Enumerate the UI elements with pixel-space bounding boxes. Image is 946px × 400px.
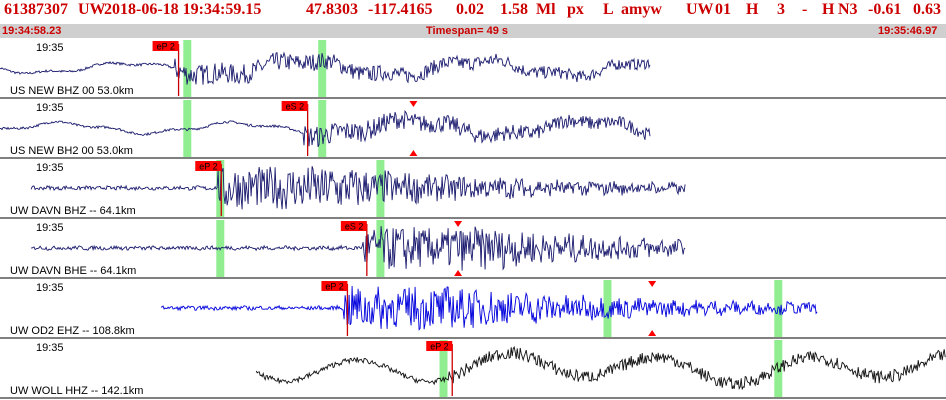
phase-window-band <box>318 100 327 157</box>
trace-row-0[interactable]: eP 2 19:35 US NEW BHZ 00 53.0km <box>0 40 946 99</box>
field-1: H <box>746 1 759 18</box>
waveform-trace <box>0 51 651 85</box>
source: UW <box>686 1 714 18</box>
type-code: px <box>567 1 584 18</box>
amplitude-marker-bottom <box>648 330 657 336</box>
field-2: 3 <box>777 1 785 18</box>
phase-window-band <box>183 100 192 157</box>
phase-window-band <box>774 340 783 397</box>
trace-channel-label: UW DAVN BHZ -- 64.1km <box>10 205 136 217</box>
trace-channel-label: US NEW BH2 00 53.0km <box>10 145 133 157</box>
phase-pick-label: eS 2 <box>286 102 305 112</box>
waveform-trace <box>0 109 651 147</box>
phase-pick-flag[interactable] <box>426 341 453 351</box>
latitude: 47.8303 <box>306 1 358 18</box>
trace-time-label: 19:35 <box>36 162 64 174</box>
version: 01 <box>715 1 731 18</box>
seismogram-panel[interactable]: eP 2 19:35 US NEW BHZ 00 53.0km eS 2 19:35 US… <box>0 38 946 400</box>
origin-datetime: 2018-06-18 19:34:59.15 <box>104 1 262 18</box>
waveform-trace <box>31 226 686 271</box>
trace-time-label: 19:35 <box>36 42 64 54</box>
start-time: 19:34:58.23 <box>2 25 62 37</box>
trace-time-label: 19:35 <box>36 222 64 234</box>
longitude: -117.4165 <box>368 1 433 18</box>
phase-pick-flag[interactable] <box>195 161 222 171</box>
phase-window-band <box>603 280 612 337</box>
trace-row-1[interactable]: eS 2 19:35 US NEW BH2 00 53.0km <box>0 100 946 159</box>
phase-window-band <box>376 160 385 217</box>
phase-pick-label: eP 2 <box>325 282 343 292</box>
author: amyw <box>621 1 662 18</box>
waveform-trace <box>30 166 686 210</box>
phase-pick-label: eP 2 <box>157 42 175 52</box>
phase-pick-label: eP 2 <box>199 162 217 172</box>
field-4: H <box>822 1 835 18</box>
trace-time-label: 19:35 <box>36 282 64 294</box>
trace-channel-label: UW WOLL HHZ -- 142.1km <box>10 385 143 397</box>
field-5: N3 <box>838 1 858 18</box>
amplitude-marker-top <box>648 281 657 287</box>
field-6: -0.61 <box>868 1 902 18</box>
trace-row-5[interactable]: eP 2 19:35 UW WOLL HHZ -- 142.1km <box>0 340 946 399</box>
phase-window-band <box>376 220 385 277</box>
phase-pick-flag[interactable] <box>340 221 367 231</box>
trace-channel-label: UW OD2 EHZ -- 108.8km <box>10 325 135 337</box>
amplitude-marker-top <box>409 101 418 107</box>
depth: 0.02 <box>456 1 484 18</box>
waveform-trace <box>255 345 946 390</box>
event-id: 61387307 <box>4 1 68 18</box>
waveform-trace <box>160 285 818 331</box>
phase-pick-flag[interactable] <box>321 281 348 291</box>
end-time: 19:35:46.97 <box>878 25 938 37</box>
field-7: 0.63 <box>913 1 941 18</box>
time-range-bar: 19:34:58.23 Timespan= 49 s 19:35:46.97 <box>0 24 946 38</box>
phase-window-band <box>439 340 448 397</box>
phase-pick-label: eP 2 <box>430 342 448 352</box>
trace-row-2[interactable]: eP 2 19:35 UW DAVN BHZ -- 64.1km <box>0 160 946 219</box>
trace-row-3[interactable]: eS 2 19:35 UW DAVN BHE -- 64.1km <box>0 220 946 279</box>
amplitude-marker-bottom <box>454 270 463 276</box>
location-code: L <box>603 1 614 18</box>
phase-pick-label: eS 2 <box>345 222 364 232</box>
trace-time-label: 19:35 <box>36 342 64 354</box>
phase-window-band <box>318 40 327 97</box>
phase-pick-flag[interactable] <box>281 101 308 111</box>
phase-window-band <box>183 40 192 97</box>
magnitude: 1.58 <box>500 1 528 18</box>
network-code: UW <box>78 1 106 18</box>
trace-row-4[interactable]: eP 2 19:35 UW OD2 EHZ -- 108.8km <box>0 280 946 339</box>
trace-channel-label: US NEW BHZ 00 53.0km <box>10 85 133 97</box>
event-summary-header: 61387307 UW 2018-06-18 19:34:59.15 47.83… <box>4 1 944 23</box>
trace-time-label: 19:35 <box>36 102 64 114</box>
amplitude-marker-top <box>454 221 463 227</box>
trace-channel-label: UW DAVN BHE -- 64.1km <box>10 265 136 277</box>
phase-pick-flag[interactable] <box>152 41 179 51</box>
magnitude-type: Ml <box>536 1 556 18</box>
field-3: - <box>802 1 808 18</box>
amplitude-marker-bottom <box>409 150 418 156</box>
timespan: Timespan= 49 s <box>426 25 509 37</box>
